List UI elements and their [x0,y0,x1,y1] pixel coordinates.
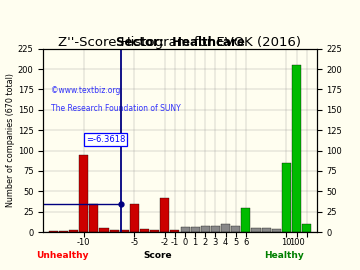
Bar [49,231,58,232]
Text: Healthy: Healthy [264,251,304,260]
Bar [109,230,119,232]
Bar [251,228,261,232]
Bar [180,227,190,232]
Bar [262,228,271,232]
Bar [191,227,200,232]
Bar [282,163,291,232]
Text: Score: Score [144,251,172,260]
Bar [231,226,240,232]
Bar [140,229,149,232]
Bar [89,204,98,232]
Text: The Research Foundation of SUNY: The Research Foundation of SUNY [51,104,181,113]
Bar [69,230,78,232]
Bar [150,230,159,232]
Text: ©www.textbiz.org: ©www.textbiz.org [51,86,121,95]
Text: Unhealthy: Unhealthy [36,251,89,260]
Text: Sector:  Healthcare: Sector: Healthcare [116,36,244,49]
Bar [241,208,251,232]
Bar [211,226,220,232]
Bar [302,224,311,232]
Title: Z''-Score Histogram for EVOK (2016): Z''-Score Histogram for EVOK (2016) [58,36,302,49]
Bar [292,65,301,232]
Bar [272,229,281,232]
Y-axis label: Number of companies (670 total): Number of companies (670 total) [6,73,15,207]
Bar [120,230,129,232]
Bar [221,224,230,232]
Bar [160,198,169,232]
Bar [130,204,139,232]
Bar [99,228,109,232]
Bar [79,155,88,232]
Text: =-6.3618: =-6.3618 [86,135,125,144]
Bar [59,231,68,232]
Bar [170,230,180,232]
Bar [201,227,210,232]
